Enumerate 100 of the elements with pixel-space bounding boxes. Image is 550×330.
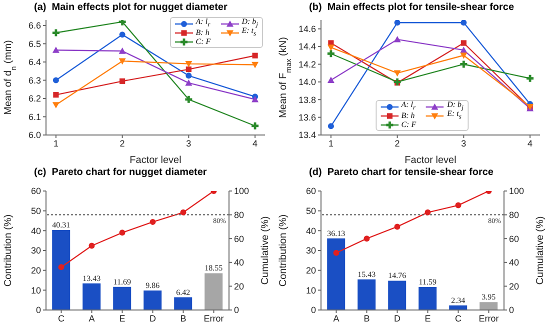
point bbox=[327, 76, 334, 83]
bar bbox=[52, 230, 70, 310]
x-axis-title: Factor level bbox=[130, 155, 182, 166]
point bbox=[52, 46, 60, 53]
point bbox=[252, 96, 259, 102]
point bbox=[186, 66, 192, 72]
bar bbox=[113, 286, 132, 310]
point bbox=[460, 40, 466, 46]
y-tick-label: 40 bbox=[306, 226, 316, 236]
point bbox=[118, 48, 126, 54]
y-tick-label: 0 bbox=[36, 305, 41, 316]
point bbox=[327, 50, 334, 58]
x-tick-label: 4 bbox=[252, 138, 258, 148]
data-label: 36.13 bbox=[327, 228, 346, 238]
point bbox=[460, 52, 468, 59]
x-tick-label: B bbox=[180, 313, 186, 324]
y-tick-label: 14.0 bbox=[298, 77, 316, 88]
chart-title: (c) Pareto chart for nugget diameter bbox=[33, 166, 208, 180]
y-tick-label: 0 bbox=[310, 305, 316, 316]
point bbox=[53, 92, 59, 98]
data-label: 18.55 bbox=[204, 264, 223, 273]
y-tick-label: 30 bbox=[306, 246, 316, 256]
data-label: 15.43 bbox=[358, 270, 376, 279]
y-tick-label: 20 bbox=[306, 266, 316, 276]
point bbox=[460, 20, 467, 26]
legend-label: A: l$_{r}$ bbox=[196, 17, 210, 30]
x-tick-label: C bbox=[455, 313, 462, 324]
y2-tick-label: 20 bbox=[234, 281, 244, 292]
bar bbox=[480, 302, 498, 310]
bar bbox=[174, 297, 192, 310]
point bbox=[252, 62, 259, 68]
y-tick-label: 6.2 bbox=[28, 94, 41, 104]
y-tick-label: 14.4 bbox=[298, 42, 316, 52]
legend-label: B: h bbox=[196, 28, 210, 37]
point bbox=[186, 72, 192, 79]
y2-axis-title: Cumulative (%) bbox=[260, 216, 271, 285]
x-tick-label: 3 bbox=[186, 138, 192, 148]
point bbox=[119, 230, 126, 236]
data-label: 40.31 bbox=[52, 220, 70, 230]
point bbox=[185, 96, 192, 103]
y-tick-label: 20 bbox=[30, 266, 41, 276]
bar bbox=[388, 280, 406, 310]
data-label: 6.42 bbox=[176, 288, 190, 297]
point bbox=[327, 44, 334, 51]
y-tick-label: 6.1 bbox=[28, 112, 41, 122]
y-tick-label: 6.0 bbox=[28, 130, 41, 140]
point bbox=[424, 209, 431, 216]
y-tick-label: 6.4 bbox=[28, 57, 41, 68]
data-label: 9.86 bbox=[146, 280, 160, 290]
chart-title: (d) Pareto chart for tensile-shear force bbox=[308, 166, 494, 180]
point bbox=[52, 77, 59, 84]
x-tick-label: 3 bbox=[461, 138, 466, 148]
point bbox=[394, 20, 400, 26]
point bbox=[333, 250, 340, 256]
data-label: 13.43 bbox=[82, 274, 101, 283]
y-tick-label: 13.8 bbox=[298, 94, 316, 105]
y-tick-label: 14.6 bbox=[298, 24, 316, 34]
bar bbox=[418, 287, 437, 310]
point bbox=[460, 46, 468, 53]
y2-tick-label: 60 bbox=[234, 234, 244, 244]
point bbox=[52, 102, 60, 108]
x-tick-label: A bbox=[333, 313, 340, 324]
x-tick-label: E bbox=[119, 313, 126, 324]
point bbox=[252, 122, 259, 130]
x-tick-label: E bbox=[424, 313, 431, 324]
point bbox=[185, 79, 192, 86]
data-label: 3.95 bbox=[482, 292, 496, 302]
y2-axis-title: Cumulative (%) bbox=[535, 216, 546, 285]
y2-tick-label: 20 bbox=[509, 281, 520, 292]
y-tick-label: 50 bbox=[306, 206, 316, 216]
point bbox=[252, 52, 258, 58]
data-label: 11.59 bbox=[418, 278, 436, 287]
y2-tick-label: 40 bbox=[509, 258, 520, 268]
point bbox=[185, 61, 192, 68]
y-tick-label: 60 bbox=[30, 186, 41, 196]
y-tick-label: 13.4 bbox=[298, 130, 316, 140]
legend-label: B: h bbox=[401, 111, 415, 120]
point bbox=[150, 218, 156, 225]
y-tick-label: 6.5 bbox=[28, 38, 41, 49]
y-tick-label: 6.3 bbox=[28, 75, 41, 86]
data-label: 11.69 bbox=[113, 277, 131, 286]
bar bbox=[204, 273, 223, 310]
point bbox=[328, 123, 334, 130]
x-tick-label: 1 bbox=[53, 138, 58, 148]
x-tick-label: C bbox=[58, 313, 65, 324]
y-tick-label: 50 bbox=[30, 206, 41, 216]
x-tick-label: D bbox=[150, 313, 156, 324]
legend-label: D: b$_{j}$ bbox=[242, 17, 258, 29]
point bbox=[118, 58, 126, 65]
y-tick-label: 6.6 bbox=[28, 20, 41, 31]
y-tick-label: 10 bbox=[30, 285, 41, 296]
y2-tick-label: 80 bbox=[234, 210, 244, 220]
x-tick-label: 4 bbox=[528, 138, 533, 148]
x-tick-label: B bbox=[364, 313, 370, 324]
point bbox=[180, 209, 186, 216]
y-tick-label: 60 bbox=[306, 186, 316, 196]
y-tick-label: 14.2 bbox=[298, 59, 316, 70]
y-tick-label: 13.6 bbox=[298, 112, 316, 123]
y-axis-title: Contribution (%) bbox=[3, 214, 14, 287]
chart-title: (b) Main effects plot for tensile-shear force bbox=[308, 1, 516, 15]
